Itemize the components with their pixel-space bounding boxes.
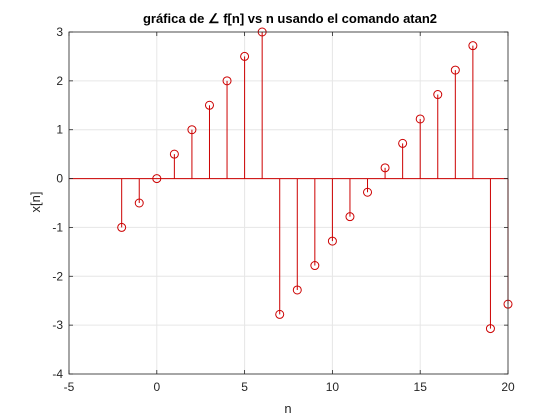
x-tick-label: 5 <box>241 380 248 394</box>
x-tick-label: -5 <box>64 380 75 394</box>
x-tick-label: 10 <box>326 380 340 394</box>
plot-area-frame <box>68 31 509 375</box>
y-tick-label: -2 <box>52 269 63 283</box>
stem-marker <box>450 65 460 75</box>
stem-marker <box>152 174 162 184</box>
stem-marker <box>363 187 373 197</box>
stem-marker <box>169 149 179 159</box>
stem-marker <box>240 51 250 61</box>
stem-marker <box>345 212 355 222</box>
y-tick-label: 3 <box>56 25 63 39</box>
stem-marker <box>398 138 408 148</box>
x-ticks: -5 0 5 10 15 20 <box>64 32 515 394</box>
y-tick-label: 2 <box>56 74 63 88</box>
y-tick-label: 0 <box>56 172 63 186</box>
y-tick-label: -1 <box>52 220 63 234</box>
x-tick-label: 15 <box>414 380 428 394</box>
y-ticks: -4 -3 -2 -1 0 1 2 3 <box>52 25 508 381</box>
stem-series <box>117 27 513 334</box>
x-axis-label: n <box>284 401 291 416</box>
stem-marker <box>310 261 320 271</box>
y-axis-label: x[n] <box>28 192 43 213</box>
stem-marker <box>134 198 144 208</box>
stem-marker <box>380 163 390 173</box>
stem-marker <box>433 90 443 100</box>
x-tick-label: 20 <box>501 380 515 394</box>
stem-marker <box>187 125 197 135</box>
stem-marker <box>468 41 478 51</box>
stem-marker <box>275 309 285 319</box>
stem-marker <box>117 222 127 232</box>
stem-marker <box>204 100 214 110</box>
y-tick-label: -4 <box>52 367 63 381</box>
stem-marker <box>292 285 302 295</box>
stem-marker <box>415 114 425 124</box>
y-tick-label: -3 <box>52 318 63 332</box>
stem-marker <box>327 236 337 246</box>
chart-title: gráfica de ∠ f[n] vs n usando el comando… <box>143 11 437 26</box>
stem-marker <box>222 76 232 86</box>
stem-marker <box>485 324 495 334</box>
y-tick-label: 1 <box>56 123 63 137</box>
x-tick-label: 0 <box>153 380 160 394</box>
